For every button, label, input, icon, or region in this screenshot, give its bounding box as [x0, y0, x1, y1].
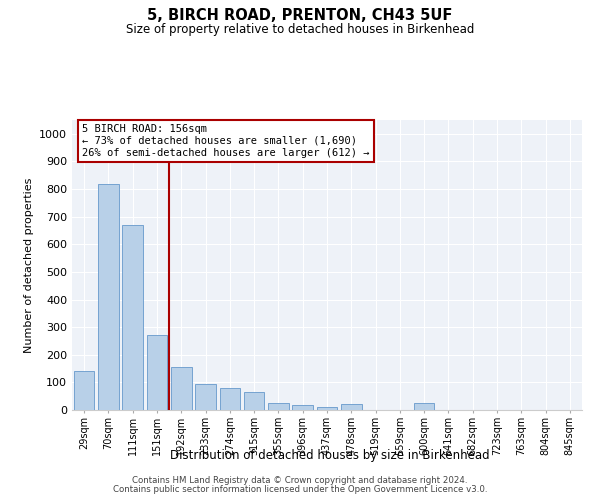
Bar — [146, 336, 167, 410]
Text: Size of property relative to detached houses in Birkenhead: Size of property relative to detached ho… — [126, 22, 474, 36]
Y-axis label: Number of detached properties: Number of detached properties — [23, 178, 34, 352]
Bar — [244, 392, 265, 410]
Bar — [171, 367, 191, 410]
Text: Contains public sector information licensed under the Open Government Licence v3: Contains public sector information licen… — [113, 485, 487, 494]
Bar — [195, 384, 216, 410]
Bar — [220, 388, 240, 410]
Bar — [317, 406, 337, 410]
Text: 5, BIRCH ROAD, PRENTON, CH43 5UF: 5, BIRCH ROAD, PRENTON, CH43 5UF — [148, 8, 452, 22]
Bar — [341, 404, 362, 410]
Bar — [268, 403, 289, 410]
Text: 5 BIRCH ROAD: 156sqm
← 73% of detached houses are smaller (1,690)
26% of semi-de: 5 BIRCH ROAD: 156sqm ← 73% of detached h… — [82, 124, 370, 158]
Bar — [98, 184, 119, 410]
Bar — [292, 405, 313, 410]
Text: Distribution of detached houses by size in Birkenhead: Distribution of detached houses by size … — [170, 448, 490, 462]
Bar — [122, 225, 143, 410]
Bar — [74, 372, 94, 410]
Text: Contains HM Land Registry data © Crown copyright and database right 2024.: Contains HM Land Registry data © Crown c… — [132, 476, 468, 485]
Bar — [414, 403, 434, 410]
